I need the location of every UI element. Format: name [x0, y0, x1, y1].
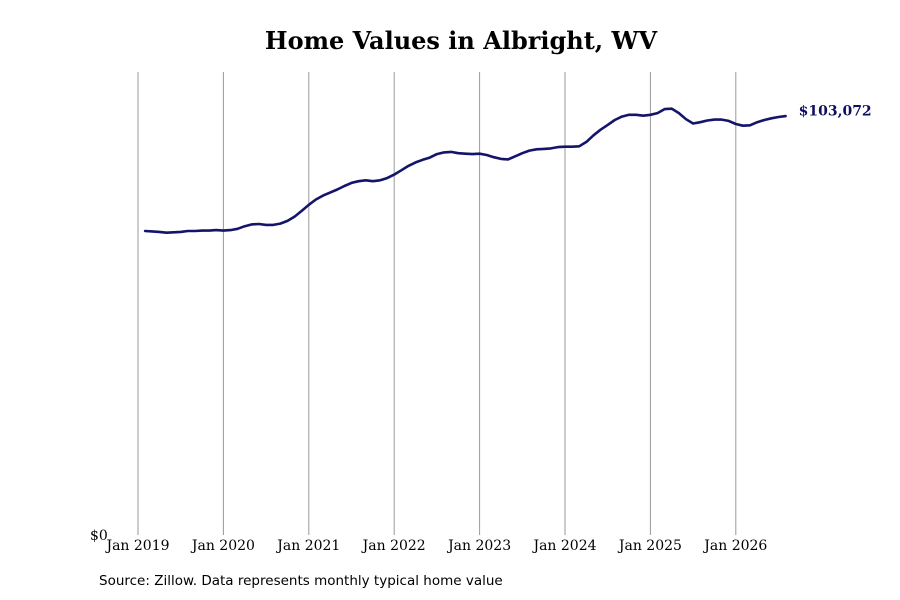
end-value-label: $103,072	[799, 104, 872, 120]
source-note: Source: Zillow. Data represents monthly …	[99, 573, 503, 589]
series-line	[143, 107, 787, 234]
x-tick-label: Jan 2025	[617, 538, 682, 554]
labels-layer: Jan 2019 Jan 2020 Jan 2021 Jan 2022 Jan 2023…	[90, 104, 872, 554]
chart-title: Home Values in Albright, WV	[264, 26, 658, 55]
x-tick-label: Jan 2026	[702, 538, 767, 554]
series-layer	[143, 107, 787, 234]
x-tick-label: Jan 2024	[531, 538, 596, 554]
x-tick-label: Jan 2021	[275, 538, 340, 554]
y-tick-label: $0	[90, 528, 108, 544]
x-tick-label: Jan 2023	[446, 538, 511, 554]
x-tick-label: Jan 2020	[190, 538, 255, 554]
x-tick-label: Jan 2019	[104, 538, 169, 554]
gridlines	[137, 72, 737, 535]
x-tick-label: Jan 2022	[361, 538, 426, 554]
